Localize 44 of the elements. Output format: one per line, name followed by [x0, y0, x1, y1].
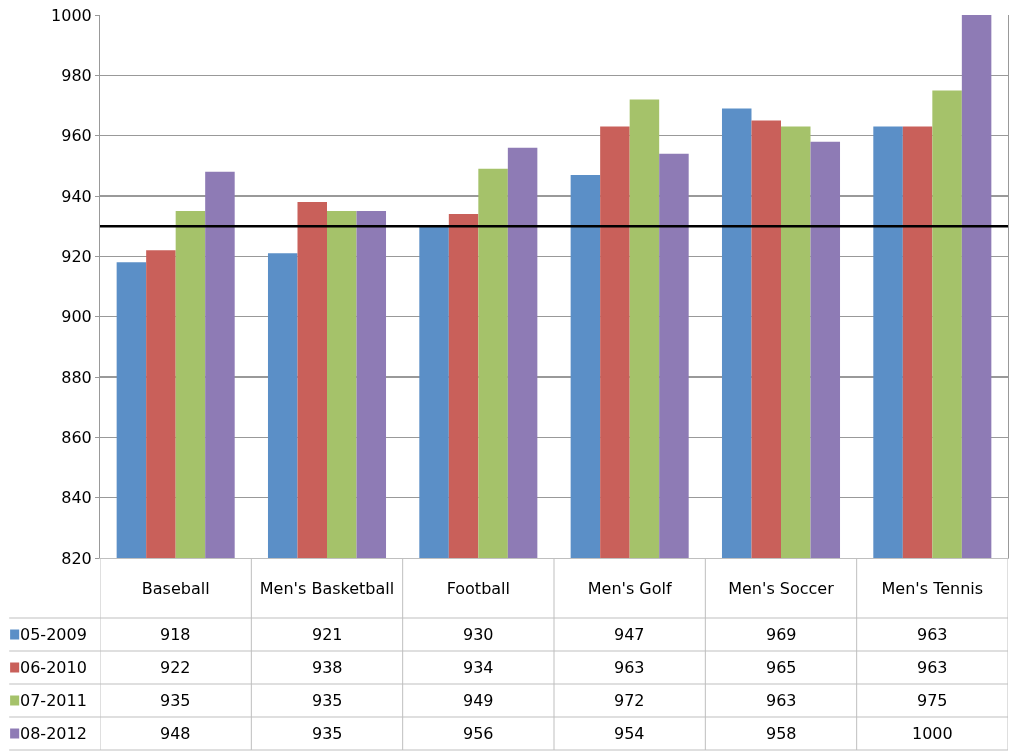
data-label: 938 — [312, 658, 343, 677]
data-label: 1000 — [912, 724, 953, 743]
y-tick-label: 880 — [61, 367, 92, 387]
legend-label: 06-2010 — [20, 658, 87, 677]
y-tick-label: 900 — [61, 307, 92, 327]
y-tick-label: 840 — [61, 488, 92, 508]
data-label: 963 — [917, 625, 948, 644]
data-label: 975 — [917, 691, 948, 710]
data-label: 969 — [766, 625, 797, 644]
data-label: 958 — [766, 724, 797, 743]
x-tick-label: Men's Soccer — [728, 579, 835, 599]
legend-label: 08-2012 — [20, 724, 87, 743]
x-tick-label: Football — [446, 579, 510, 599]
y-tick-label: 1000 — [51, 5, 92, 25]
data-label: 965 — [766, 658, 797, 677]
data-label: 963 — [766, 691, 797, 710]
data-label: 935 — [160, 691, 191, 710]
legend-label: 05-2009 — [20, 625, 87, 644]
data-label: 935 — [312, 691, 343, 710]
x-tick-label: Men's Basketball — [259, 579, 395, 599]
x-tick-label: Men's Golf — [587, 579, 672, 599]
legend-label: 07-2011 — [20, 691, 87, 710]
data-label: 956 — [463, 724, 494, 743]
x-tick-label: Men's Tennis — [881, 579, 984, 599]
y-tick-label: 860 — [61, 427, 92, 447]
data-label: 930 — [463, 625, 494, 644]
data-label: 922 — [160, 658, 191, 677]
data-label: 935 — [312, 724, 343, 743]
data-label: 954 — [614, 724, 645, 743]
x-tick-label: Baseball — [141, 579, 210, 599]
data-label: 934 — [463, 658, 494, 677]
data-label: 947 — [614, 625, 645, 644]
y-tick-label: 960 — [61, 126, 92, 146]
data-label: 963 — [917, 658, 948, 677]
y-tick-label: 980 — [61, 65, 92, 85]
y-tick-label: 940 — [61, 186, 92, 206]
data-label: 921 — [312, 625, 343, 644]
y-tick-label: 820 — [61, 548, 92, 568]
y-tick-label: 920 — [61, 246, 92, 266]
data-label: 949 — [463, 691, 494, 710]
data-label: 963 — [614, 658, 645, 677]
data-label: 948 — [160, 724, 191, 743]
data-label: 918 — [160, 625, 191, 644]
data-label: 972 — [614, 691, 645, 710]
